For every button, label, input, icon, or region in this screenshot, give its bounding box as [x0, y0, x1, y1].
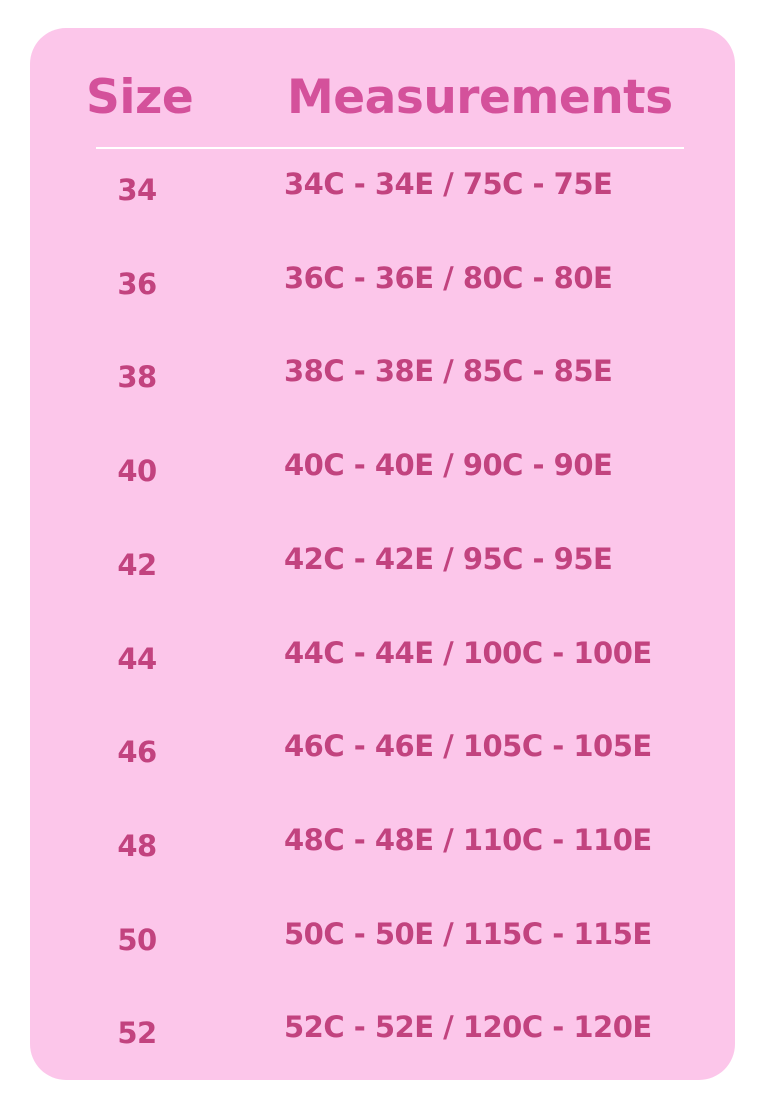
size-cell: 34	[117, 173, 157, 207]
size-cell: 36	[117, 266, 157, 301]
measurement-cell: 38C - 38E / 85C - 85E	[284, 354, 613, 389]
size-cell: 46	[117, 735, 157, 770]
size-cell: 40	[117, 454, 157, 489]
measurement-cell: 34C - 34E / 75C - 75E	[284, 167, 613, 201]
header-measurements: Measurements	[287, 70, 673, 125]
header-divider	[96, 147, 684, 149]
size-cell: 44	[117, 641, 157, 676]
size-cell: 50	[117, 922, 157, 957]
measurement-cell: 50C - 50E / 115C - 115E	[284, 916, 652, 951]
measurement-cell: 44C - 44E / 100C - 100E	[284, 635, 652, 670]
size-cell: 38	[117, 360, 157, 395]
measurement-cell: 42C - 42E / 95C - 95E	[284, 541, 613, 576]
size-cell: 48	[117, 828, 157, 863]
size-cell: 42	[117, 547, 157, 582]
measurement-cell: 36C - 36E / 80C - 80E	[284, 260, 613, 295]
size-cell: 52	[117, 1016, 157, 1051]
measurement-cell: 48C - 48E / 110C - 110E	[284, 822, 652, 857]
header-size: Size	[86, 70, 194, 125]
measurement-cell: 40C - 40E / 90C - 90E	[284, 448, 613, 483]
size-chart-card	[30, 28, 735, 1080]
measurement-cell: 46C - 46E / 105C - 105E	[284, 729, 652, 764]
measurement-cell: 52C - 52E / 120C - 120E	[284, 1010, 652, 1045]
